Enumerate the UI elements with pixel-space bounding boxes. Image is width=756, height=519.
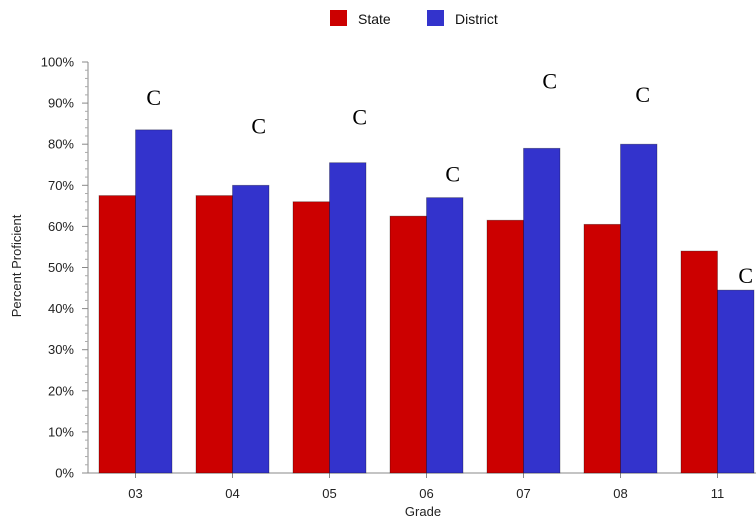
legend-swatch-district	[427, 10, 444, 26]
x-tick-label: 08	[613, 486, 627, 501]
x-tick-label: 05	[322, 486, 336, 501]
bars	[98, 129, 755, 474]
x-axis: 03 04 05 06 07 08 11	[88, 472, 756, 501]
bar-state-04	[195, 195, 233, 474]
grade-annotation: C	[352, 105, 367, 130]
bar-state-03	[98, 195, 136, 474]
grade-annotation: C	[251, 113, 266, 138]
x-tick-label: 07	[516, 486, 530, 501]
y-tick-label: 0%	[55, 466, 74, 481]
legend-label-state: State	[358, 11, 391, 27]
bar-state-06	[389, 215, 427, 474]
x-tick-label: 04	[225, 486, 239, 501]
y-axis-title: Percent Proficient	[9, 214, 24, 317]
y-tick-label: 40%	[48, 301, 74, 316]
y-tick-label: 30%	[48, 342, 74, 357]
x-tick-label: 11	[711, 486, 725, 501]
legend: State District	[330, 10, 498, 27]
bar-district-04	[232, 184, 270, 474]
bar-district-07	[523, 147, 561, 474]
x-axis-title: Grade	[405, 504, 441, 519]
bar-state-11	[680, 250, 718, 474]
grade-annotation: C	[445, 162, 460, 187]
x-tick-label: 06	[419, 486, 433, 501]
bar-state-08	[583, 223, 621, 474]
y-tick-label: 90%	[48, 96, 74, 111]
bar-state-07	[486, 219, 524, 474]
bar-district-03	[135, 129, 173, 474]
grade-annotation: C	[146, 85, 161, 110]
legend-swatch-state	[330, 10, 347, 26]
y-tick-label: 100%	[41, 55, 75, 70]
bar-state-05	[292, 201, 330, 474]
legend-label-district: District	[455, 11, 498, 27]
y-axis: 0% 10% 20% 30% 40% 50% 60% 70% 80% 90% 100%	[41, 55, 89, 481]
annotations: C C C C C C C	[146, 68, 753, 288]
y-tick-label: 60%	[48, 219, 74, 234]
y-tick-label: 50%	[48, 260, 74, 275]
bar-district-11	[717, 289, 755, 474]
y-tick-label: 80%	[48, 137, 74, 152]
bar-district-08	[620, 143, 658, 474]
bar-district-06	[426, 197, 464, 474]
y-tick-label: 70%	[48, 178, 74, 193]
grade-annotation: C	[635, 82, 650, 107]
y-tick-label: 10%	[48, 424, 74, 439]
x-tick-label: 03	[128, 486, 142, 501]
y-tick-label: 20%	[48, 383, 74, 398]
grade-annotation: C	[738, 263, 753, 288]
bar-district-05	[329, 162, 367, 474]
grade-annotation: C	[542, 68, 557, 93]
